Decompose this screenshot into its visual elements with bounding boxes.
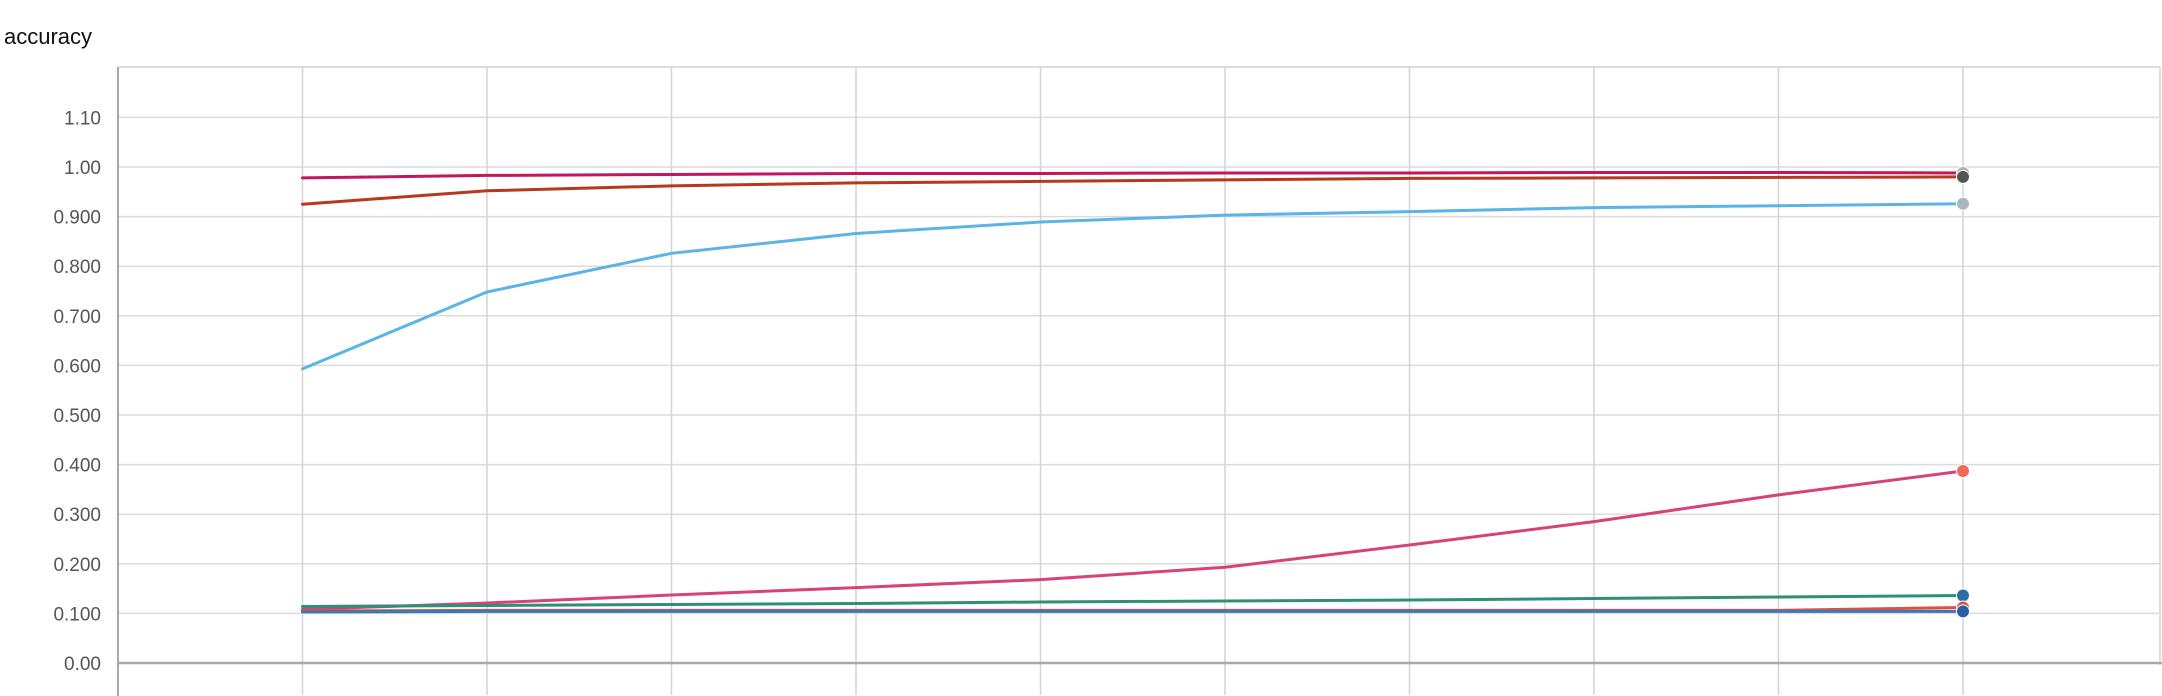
y-tick-label: 0.100 [53,604,101,625]
series-line-3 [301,175,1965,206]
y-tick-label: 0.600 [53,356,101,377]
y-tick-label: 0.200 [53,555,101,576]
series-end-marker-4 [1956,464,1970,479]
series-line-1 [301,202,1965,371]
axis-layer [117,67,2162,696]
y-tick-label: 0.800 [53,257,101,278]
y-tick-label: 0.500 [53,406,101,427]
y-tick-label: 0.400 [53,456,101,477]
grid-layer [118,66,2161,695]
series-end-marker-3 [1956,169,1970,184]
y-tick-labels: 0.00 0.100 0.200 0.300 0.400 0.500 0.600 0.700 0… [53,108,101,675]
series-end-marker-5 [1956,588,1970,603]
marker-layer [1956,165,1970,619]
y-tick-label: 0.300 [53,505,101,526]
series-line-2 [301,170,1965,180]
y-tick-label: 0.700 [53,307,101,328]
series-line-5 [301,594,1965,608]
y-tick-label: 1.00 [64,158,101,179]
chart-title: accuracy [4,24,93,49]
y-tick-label: 1.10 [64,108,101,129]
series-line-4 [301,469,1965,611]
y-tick-label: 0.00 [64,654,101,675]
y-tick-label: 0.900 [53,208,101,229]
series-layer [301,170,1965,614]
series-end-marker-7 [1956,604,1970,619]
series-end-marker-1 [1956,196,1970,211]
